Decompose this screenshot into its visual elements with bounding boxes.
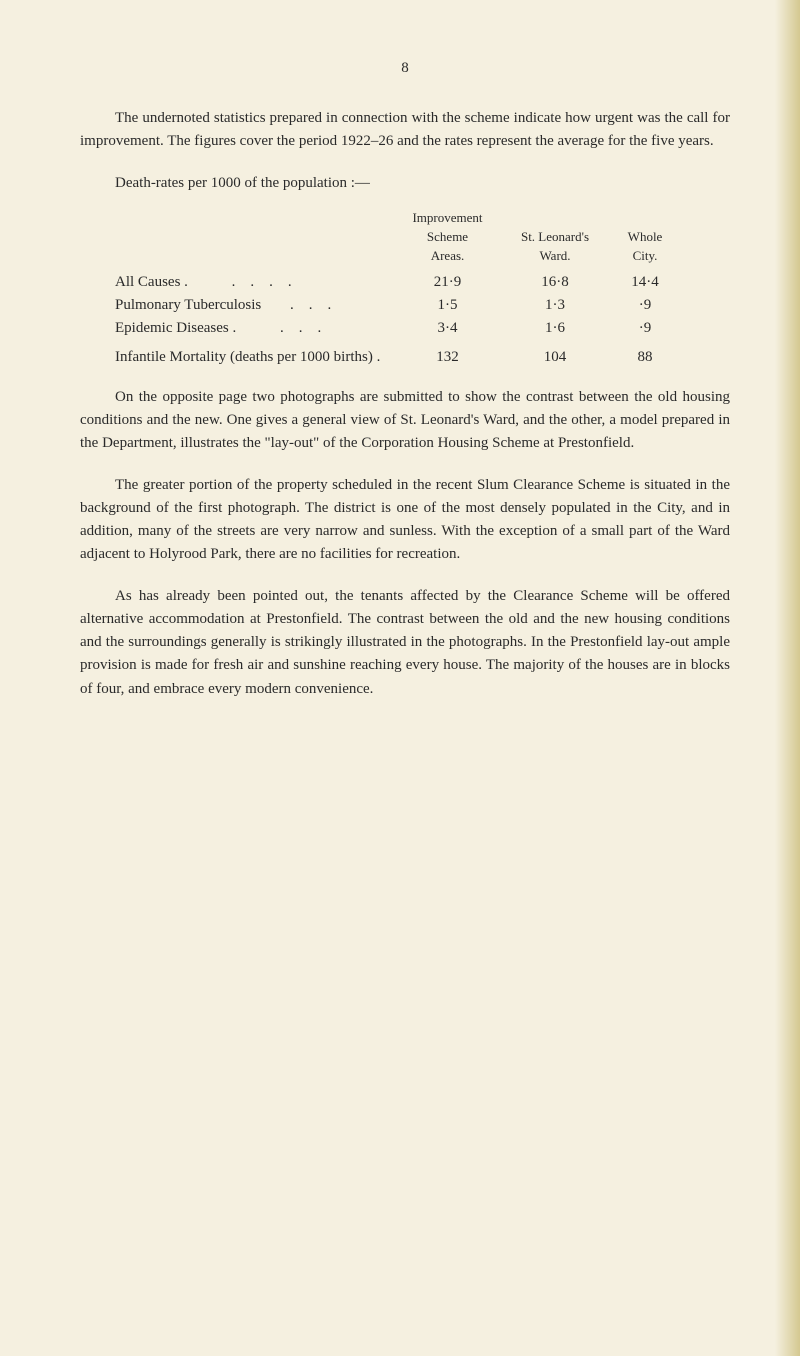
row-col1: 132 bbox=[395, 349, 500, 366]
row-col3: 14·4 bbox=[610, 274, 680, 291]
table-header-row-1: Improvement bbox=[115, 210, 730, 226]
table-header-empty2 bbox=[500, 210, 610, 226]
row-col1: 3·4 bbox=[395, 320, 500, 337]
table-header-ward: Ward. bbox=[500, 248, 610, 264]
paragraph-4: As has already been pointed out, the ten… bbox=[80, 585, 730, 701]
page-number: 8 bbox=[80, 60, 730, 77]
row-col1: 1·5 bbox=[395, 297, 500, 314]
row-label-text: All Causes . bbox=[115, 274, 188, 290]
table-header-row-2: Scheme St. Leonard's Whole bbox=[115, 229, 730, 245]
row-label-text: Infantile Mortality (deaths per 1000 bir… bbox=[115, 349, 380, 365]
table-header-empty bbox=[115, 210, 395, 226]
row-label-text: Epidemic Diseases . bbox=[115, 320, 236, 336]
table-row-infantile: Infantile Mortality (deaths per 1000 bir… bbox=[115, 349, 730, 366]
row-dots: . . . bbox=[280, 320, 321, 337]
death-rates-table: Improvement Scheme St. Leonard's Whole A… bbox=[115, 210, 730, 366]
row-col2: 104 bbox=[500, 349, 610, 366]
table-row-pulmonary: Pulmonary Tuberculosis . . . 1·5 1·3 ·9 bbox=[115, 297, 730, 314]
paragraph-2: On the opposite page two photographs are… bbox=[80, 386, 730, 456]
row-label: All Causes . . . . . bbox=[115, 274, 395, 291]
row-col2: 1·6 bbox=[500, 320, 610, 337]
row-label: Epidemic Diseases . . . . bbox=[115, 320, 395, 337]
table-header-scheme: Scheme bbox=[395, 229, 500, 245]
table-header-city: City. bbox=[610, 248, 680, 264]
row-label: Pulmonary Tuberculosis . . . bbox=[115, 297, 395, 314]
row-dots: . . . bbox=[290, 297, 331, 314]
table-header-row-3: Areas. Ward. City. bbox=[115, 248, 730, 264]
table-row-epidemic: Epidemic Diseases . . . . 3·4 1·6 ·9 bbox=[115, 320, 730, 337]
row-col3: ·9 bbox=[610, 297, 680, 314]
table-header-empty3 bbox=[610, 210, 680, 226]
row-col2: 1·3 bbox=[500, 297, 610, 314]
paragraph-1: The undernoted statistics prepared in co… bbox=[80, 107, 730, 154]
row-col1: 21·9 bbox=[395, 274, 500, 291]
row-col3: 88 bbox=[610, 349, 680, 366]
table-header-empty4 bbox=[115, 229, 395, 245]
row-col2: 16·8 bbox=[500, 274, 610, 291]
table-row-all-causes: All Causes . . . . . 21·9 16·8 14·4 bbox=[115, 274, 730, 291]
row-col3: ·9 bbox=[610, 320, 680, 337]
table-intro: Death-rates per 1000 of the population :… bbox=[80, 172, 730, 195]
document-page: 8 The undernoted statistics prepared in … bbox=[0, 0, 800, 779]
row-label-text: Pulmonary Tuberculosis bbox=[115, 297, 261, 313]
table-header-empty5 bbox=[115, 248, 395, 264]
table-header-improvement: Improvement bbox=[395, 210, 500, 226]
row-dots: . . . . bbox=[232, 274, 292, 291]
row-label: Infantile Mortality (deaths per 1000 bir… bbox=[115, 349, 395, 366]
paragraph-3: The greater portion of the property sche… bbox=[80, 474, 730, 567]
table-header-whole: Whole bbox=[610, 229, 680, 245]
table-header-areas: Areas. bbox=[395, 248, 500, 264]
table-header-leonards: St. Leonard's bbox=[500, 229, 610, 245]
